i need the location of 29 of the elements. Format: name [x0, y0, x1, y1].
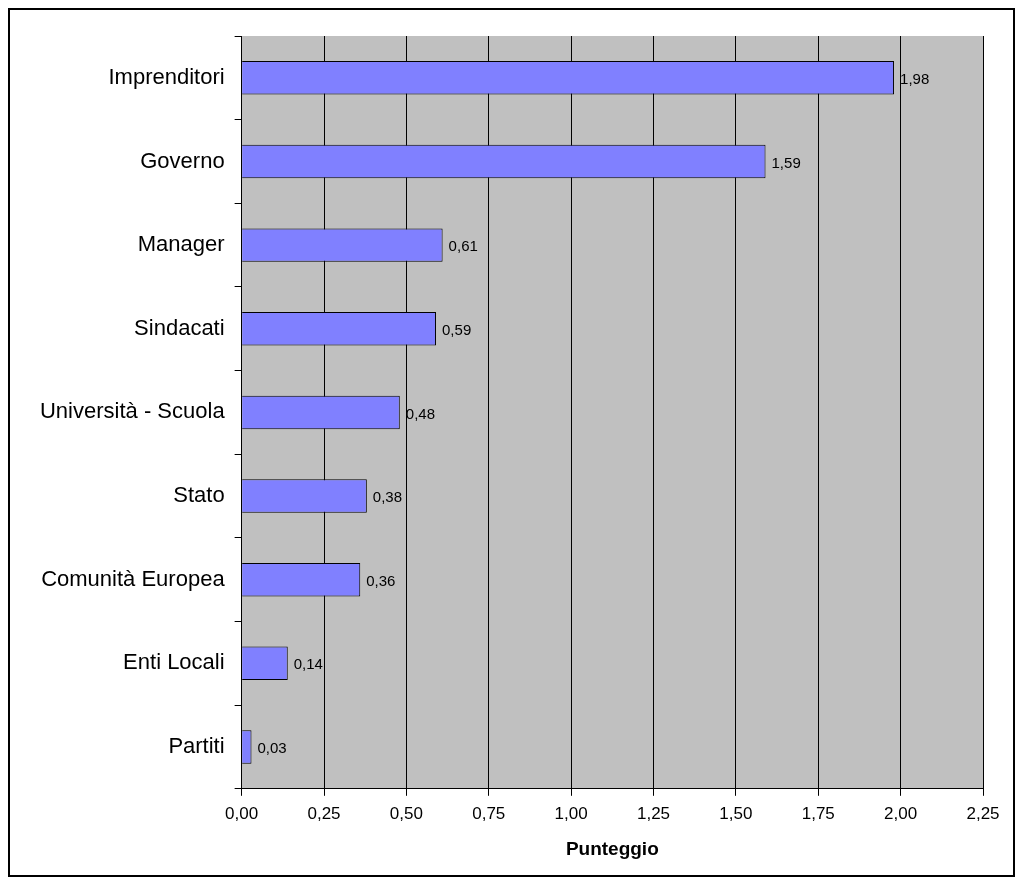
x-axis-title: Punteggio: [565, 837, 659, 859]
y-tick-label: Imprenditori: [108, 63, 225, 89]
data-label: 0,48: [405, 404, 435, 422]
data-label: 0,38: [372, 488, 403, 506]
x-tick-label: 1,00: [554, 803, 588, 823]
x-tick-label: 1,50: [719, 803, 753, 823]
y-tick-label: Sindacati: [134, 314, 225, 340]
x-tick-label: 2,25: [966, 803, 1000, 823]
y-tick-label: Partiti: [168, 733, 225, 759]
data-label: 0,59: [442, 320, 472, 338]
data-label: 0,03: [257, 739, 287, 757]
x-tick-label: 0,50: [389, 803, 423, 823]
data-label: 1,59: [771, 153, 801, 171]
data-label: 1,98: [900, 69, 930, 87]
y-tick-label: Università - Scuola: [39, 398, 226, 424]
x-tick-label: 1,25: [636, 803, 671, 823]
x-tick-label: 1,75: [801, 803, 835, 823]
data-label: 0,36: [366, 571, 396, 589]
y-tick-label: Enti Locali: [123, 649, 225, 675]
x-tick-label: 0,75: [472, 803, 506, 823]
data-label: 0,14: [293, 655, 323, 673]
y-tick-label: Comunità Europea: [41, 565, 226, 591]
data-label: 0,61: [448, 237, 478, 255]
y-tick-label: Manager: [137, 231, 225, 257]
y-tick-label: Governo: [140, 147, 225, 173]
x-tick-label: 2,00: [884, 803, 918, 823]
x-tick-label: 0,25: [307, 803, 341, 823]
y-tick-label: Stato: [173, 482, 225, 508]
x-tick-label: 0,00: [225, 803, 259, 823]
